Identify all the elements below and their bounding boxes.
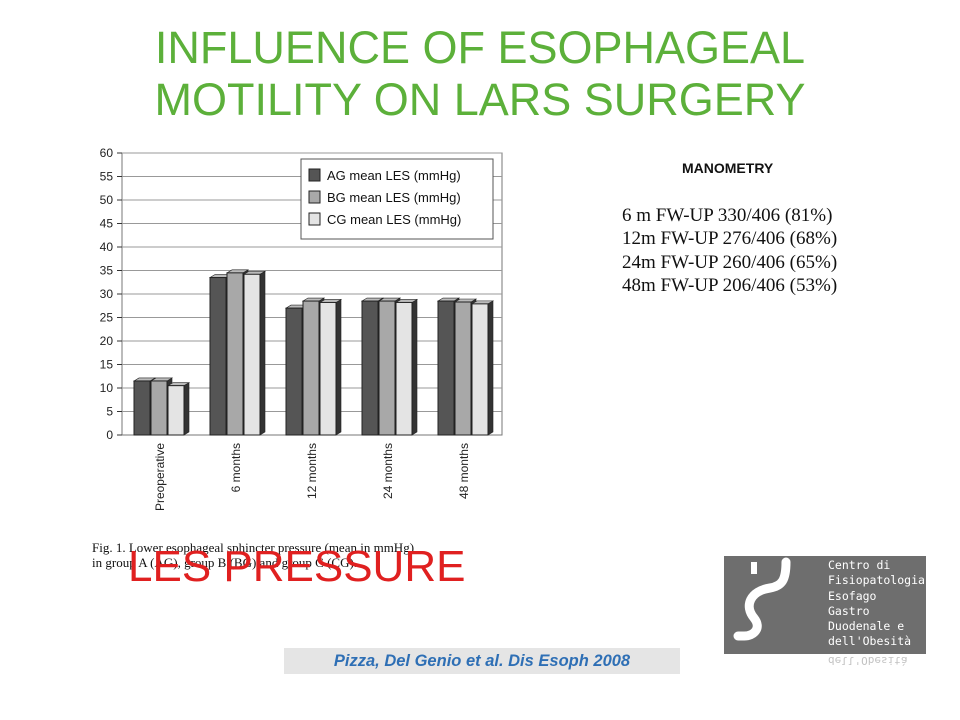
y-tick-label: 5 (106, 405, 113, 419)
bar-side (411, 298, 418, 436)
stomach-logo-icon (733, 557, 791, 641)
figure-caption: Fig. 1. Lower esophageal sphincter press… (92, 540, 414, 570)
y-tick-label: 15 (100, 358, 114, 372)
bar (378, 300, 396, 436)
bar-side (183, 382, 190, 436)
bar (437, 300, 455, 436)
bar (285, 307, 303, 436)
logo-reflection: dell'Obesità (828, 655, 908, 666)
logo-line: dell'Obesità (828, 634, 912, 649)
bar (243, 273, 261, 436)
y-tick-label: 40 (100, 240, 114, 254)
bar (395, 301, 413, 436)
les-pressure-bar-chart: 0 5 10 15 20 25 30 35 40 45 50 55 60 Preoperative 6 mo… (100, 146, 503, 511)
y-tick-label: 10 (100, 381, 114, 395)
y-tick-label: 60 (100, 146, 114, 160)
manometry-item: 24m FW-UP 260/406 (65%) (622, 251, 838, 273)
x-tick-label: 24 months (381, 443, 395, 499)
bar (209, 277, 227, 436)
bar-side (335, 298, 342, 436)
y-tick-label: 35 (100, 264, 114, 278)
y-tick-label: 55 (100, 170, 114, 184)
bar-side (487, 300, 494, 436)
y-tick-label: 30 (100, 287, 114, 301)
manometry-heading: MANOMETRY (682, 160, 774, 176)
slide-title: INFLUENCE OF ESOPHAGEAL MOTILITY ON LARS… (60, 22, 900, 126)
bar-side (259, 270, 266, 436)
bar (150, 380, 168, 436)
bar (454, 301, 472, 436)
bar (302, 300, 320, 436)
title-line-2: MOTILITY ON LARS SURGERY (154, 74, 806, 125)
logo-line: Duodenale e (828, 619, 905, 634)
manometry-item: 12m FW-UP 276/406 (68%) (622, 228, 838, 250)
bar (226, 272, 244, 436)
manometry-item: 48m FW-UP 206/406 (53%) (622, 274, 838, 296)
caption-line-1: Fig. 1. Lower esophageal sphincter press… (92, 540, 415, 555)
y-tick-label: 0 (106, 428, 113, 442)
y-tick-label: 20 (100, 334, 114, 348)
bar (319, 301, 337, 436)
legend-swatch (308, 190, 321, 204)
manometry-list: 6 m FW-UP 330/406 (81%) 12m FW-UP 276/40… (622, 204, 837, 297)
y-tick-label: 45 (100, 217, 114, 231)
citation-reference: Pizza, Del Genio et al. Dis Esoph 2008 (284, 648, 680, 674)
legend-swatch (308, 168, 321, 182)
legend-label: CG mean LES (mmHg) (327, 212, 461, 227)
les-pressure-label: LES PRESSURE (128, 542, 466, 591)
caption-line-2: in group A (AG), group B (BG) and group … (92, 555, 358, 570)
x-tick-label: Preoperative (153, 443, 167, 511)
y-tick-label: 50 (100, 193, 114, 207)
legend-label: BG mean LES (mmHg) (327, 190, 461, 205)
manometry-item: 6 m FW-UP 330/406 (81%) (622, 205, 833, 226)
x-tick-label: 6 months (229, 443, 243, 492)
x-tick-label: 12 months (305, 443, 319, 499)
bar (471, 303, 489, 436)
legend-label: AG mean LES (mmHg) (327, 168, 461, 183)
center-logo (724, 556, 926, 654)
x-tick-label: 48 months (457, 443, 471, 499)
legend-box (300, 158, 494, 240)
bar (361, 300, 379, 436)
legend-swatch (308, 212, 321, 226)
logo-line: Gastro (828, 603, 870, 618)
bar (133, 380, 151, 436)
logo-line: Fisiopatologia (828, 573, 925, 588)
title-line-1: INFLUENCE OF ESOPHAGEAL (154, 22, 806, 73)
logo-line: Centro di (828, 558, 891, 572)
logo-text: Centro di Fisiopatologia Esofago Gastro Duod… (828, 558, 925, 650)
bar (167, 385, 185, 436)
logo-line: Esofago (828, 588, 877, 603)
y-tick-label: 25 (100, 311, 114, 325)
